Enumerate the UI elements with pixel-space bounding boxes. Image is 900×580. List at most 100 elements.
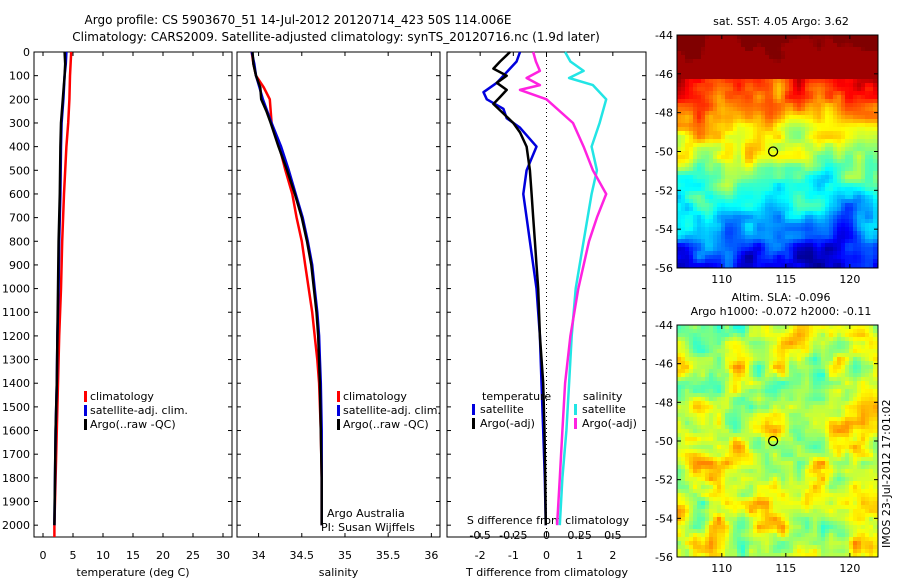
- heatmap-cell: [713, 373, 717, 377]
- heatmap-cell: [697, 449, 701, 453]
- heatmap-cell: [721, 405, 725, 409]
- heatmap-cell: [677, 441, 681, 445]
- heatmap-cell: [733, 67, 737, 71]
- heatmap-cell: [701, 361, 705, 365]
- heatmap-cell: [741, 235, 745, 239]
- heatmap-cell: [733, 143, 737, 147]
- heatmap-cell: [781, 243, 785, 247]
- heatmap-cell: [829, 231, 833, 235]
- heatmap-cell: [821, 63, 825, 67]
- heatmap-cell: [817, 175, 821, 179]
- heatmap-cell: [681, 123, 685, 127]
- heatmap-cell: [781, 195, 785, 199]
- legend-label: satellite-adj. clim.: [90, 404, 188, 417]
- heatmap-cell: [869, 223, 873, 227]
- heatmap-cell: [721, 393, 725, 397]
- heatmap-cell: [685, 333, 689, 337]
- heatmap-cell: [793, 195, 797, 199]
- heatmap-cell: [805, 329, 809, 333]
- heatmap-cell: [729, 413, 733, 417]
- heatmap-cell: [725, 99, 729, 103]
- heatmap-cell: [785, 171, 789, 175]
- heatmap-cell: [845, 405, 849, 409]
- heatmap-cell: [861, 35, 865, 39]
- heatmap-cell: [753, 51, 757, 55]
- heatmap-cell: [777, 115, 781, 119]
- legend-swatch-cyan: [574, 404, 577, 415]
- heatmap-cell: [681, 393, 685, 397]
- heatmap-cell: [781, 119, 785, 123]
- heatmap-cell: [777, 437, 781, 441]
- heatmap-cell: [869, 151, 873, 155]
- heatmap-cell: [873, 361, 877, 365]
- heatmap-cell: [753, 337, 757, 341]
- heatmap-cell: [873, 353, 877, 357]
- heatmap-cell: [873, 401, 877, 405]
- heatmap-cell: [833, 421, 837, 425]
- heatmap-cell: [737, 341, 741, 345]
- heatmap-cell: [809, 47, 813, 51]
- heatmap-cell: [837, 329, 841, 333]
- heatmap-cell: [805, 51, 809, 55]
- heatmap-cell: [789, 417, 793, 421]
- heatmap-cell: [837, 325, 841, 329]
- heatmap-cell: [821, 357, 825, 361]
- heatmap-cell: [853, 405, 857, 409]
- heatmap-cell: [729, 333, 733, 337]
- heatmap-cell: [741, 55, 745, 59]
- heatmap-cell: [697, 91, 701, 95]
- legend-label: Argo(-adj): [582, 417, 637, 430]
- heatmap-cell: [693, 99, 697, 103]
- heatmap-cell: [733, 227, 737, 231]
- heatmap-cell: [869, 373, 873, 377]
- heatmap-cell: [841, 79, 845, 83]
- heatmap-cell: [693, 329, 697, 333]
- heatmap-cell: [769, 195, 773, 199]
- heatmap-cell: [841, 453, 845, 457]
- heatmap-cell: [849, 227, 853, 231]
- heatmap-cell: [733, 385, 737, 389]
- heatmap-cell: [825, 357, 829, 361]
- heatmap-cell: [729, 123, 733, 127]
- heatmap-cell: [817, 377, 821, 381]
- heatmap-cell: [701, 95, 705, 99]
- heatmap-cell: [841, 329, 845, 333]
- heatmap-cell: [861, 449, 865, 453]
- heatmap-cell: [757, 235, 761, 239]
- heatmap-cell: [797, 259, 801, 263]
- heatmap-cell: [845, 167, 849, 171]
- heatmap-cell: [833, 67, 837, 71]
- heatmap-cell: [821, 139, 825, 143]
- heatmap-cell: [793, 119, 797, 123]
- heatmap-cell: [861, 163, 865, 167]
- heatmap-cell: [705, 413, 709, 417]
- heatmap-cell: [801, 417, 805, 421]
- heatmap-cell: [853, 143, 857, 147]
- heatmap-cell: [813, 219, 817, 223]
- heatmap-cell: [689, 251, 693, 255]
- heatmap-cell: [797, 357, 801, 361]
- heatmap-cell: [721, 107, 725, 111]
- heatmap-cell: [777, 59, 781, 63]
- heatmap-cell: [721, 59, 725, 63]
- heatmap-cell: [821, 401, 825, 405]
- heatmap-cell: [809, 247, 813, 251]
- legend-label: Argo(..raw -QC): [90, 418, 176, 431]
- heatmap-cell: [873, 349, 877, 353]
- heatmap-cell: [817, 421, 821, 425]
- heatmap-cell: [753, 385, 757, 389]
- heatmap-cell: [777, 429, 781, 433]
- heatmap-cell: [737, 381, 741, 385]
- heatmap-cell: [709, 361, 713, 365]
- heatmap-cell: [757, 211, 761, 215]
- heatmap-cell: [685, 251, 689, 255]
- heatmap-cell: [809, 425, 813, 429]
- heatmap-cell: [729, 183, 733, 187]
- heatmap-cell: [765, 425, 769, 429]
- heatmap-cell: [765, 349, 769, 353]
- heatmap-cell: [801, 239, 805, 243]
- heatmap-cell: [865, 95, 869, 99]
- heatmap-cell: [749, 445, 753, 449]
- heatmap-cell: [677, 55, 681, 59]
- heatmap-cell: [693, 203, 697, 207]
